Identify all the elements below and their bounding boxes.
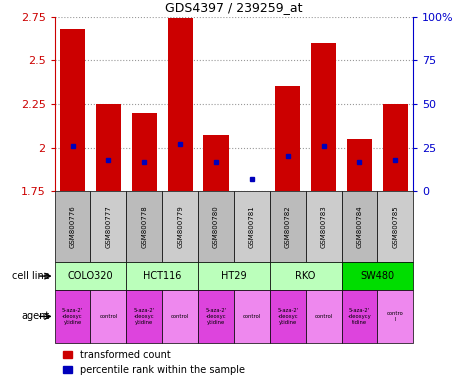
Bar: [342, 262, 413, 290]
Text: GSM800780: GSM800780: [213, 205, 219, 248]
Bar: [60, 29, 85, 191]
Text: contro
l: contro l: [387, 311, 404, 322]
Text: GSM800781: GSM800781: [249, 205, 255, 248]
Text: control: control: [314, 314, 332, 319]
Text: GSM800782: GSM800782: [285, 205, 291, 248]
Bar: [91, 290, 126, 343]
Bar: [126, 290, 162, 343]
Text: GSM800779: GSM800779: [177, 205, 183, 248]
Text: GSM800783: GSM800783: [321, 205, 327, 248]
Bar: [306, 191, 342, 262]
Bar: [198, 191, 234, 262]
Bar: [168, 18, 193, 191]
Bar: [347, 139, 372, 191]
Bar: [126, 191, 162, 262]
Text: COLO320: COLO320: [67, 271, 114, 281]
Bar: [198, 262, 270, 290]
Text: control: control: [99, 314, 117, 319]
Text: GSM800777: GSM800777: [105, 205, 112, 248]
Text: GSM800776: GSM800776: [69, 205, 76, 248]
Bar: [126, 262, 198, 290]
Bar: [383, 104, 408, 191]
Bar: [234, 191, 270, 262]
Bar: [132, 113, 157, 191]
Bar: [234, 290, 270, 343]
Text: cell line: cell line: [12, 271, 50, 281]
Title: GDS4397 / 239259_at: GDS4397 / 239259_at: [165, 1, 303, 14]
Legend: transformed count, percentile rank within the sample: transformed count, percentile rank withi…: [59, 346, 249, 379]
Bar: [162, 191, 198, 262]
Text: 5-aza-2'
-deoxyc
ytidine: 5-aza-2' -deoxyc ytidine: [277, 308, 298, 325]
Text: agent: agent: [22, 311, 50, 321]
Text: RKO: RKO: [295, 271, 316, 281]
Text: SW480: SW480: [361, 271, 394, 281]
Bar: [162, 290, 198, 343]
Bar: [306, 290, 342, 343]
Bar: [55, 191, 91, 262]
Bar: [377, 290, 413, 343]
Text: 5-aza-2'
-deoxyc
ytidine: 5-aza-2' -deoxyc ytidine: [133, 308, 155, 325]
Bar: [91, 191, 126, 262]
Text: HT29: HT29: [221, 271, 247, 281]
Bar: [55, 290, 91, 343]
Text: 5-aza-2'
-deoxyc
ytidine: 5-aza-2' -deoxyc ytidine: [62, 308, 83, 325]
Bar: [96, 104, 121, 191]
Bar: [342, 191, 378, 262]
Bar: [198, 290, 234, 343]
Bar: [377, 191, 413, 262]
Bar: [270, 290, 306, 343]
Bar: [55, 262, 126, 290]
Bar: [270, 191, 306, 262]
Bar: [270, 262, 342, 290]
Text: control: control: [171, 314, 189, 319]
Bar: [275, 86, 300, 191]
Bar: [342, 290, 378, 343]
Text: HCT116: HCT116: [143, 271, 181, 281]
Text: control: control: [243, 314, 261, 319]
Text: 5-aza-2'
-deoxycy
tidine: 5-aza-2' -deoxycy tidine: [348, 308, 371, 325]
Bar: [203, 135, 228, 191]
Text: GSM800778: GSM800778: [141, 205, 147, 248]
Text: GSM800784: GSM800784: [356, 205, 362, 248]
Text: GSM800785: GSM800785: [392, 205, 399, 248]
Text: 5-aza-2'
-deoxyc
ytidine: 5-aza-2' -deoxyc ytidine: [205, 308, 227, 325]
Bar: [311, 43, 336, 191]
